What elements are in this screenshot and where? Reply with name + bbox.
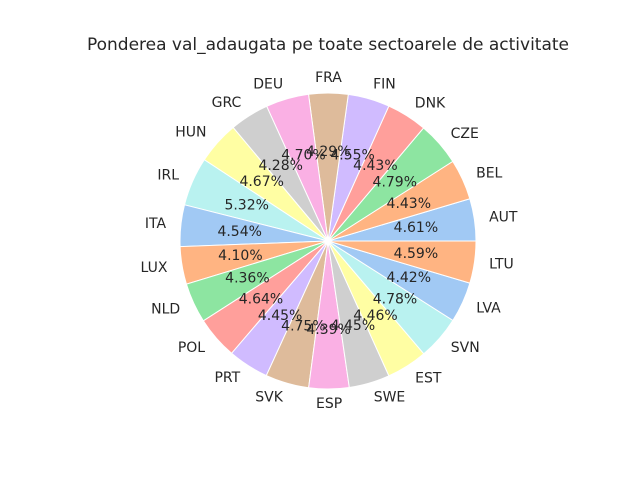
category-label-swe: SWE	[374, 389, 406, 405]
percent-label-fin: 4.55%	[330, 148, 374, 164]
percent-label-ltu: 4.59%	[394, 246, 438, 262]
category-label-lva: LVA	[476, 301, 501, 317]
category-label-dnk: DNK	[415, 95, 446, 111]
category-label-bel: BEL	[476, 165, 502, 181]
percent-label-est: 4.46%	[353, 308, 397, 324]
category-label-lux: LUX	[141, 260, 168, 276]
percent-label-pol: 4.64%	[239, 291, 283, 307]
category-label-svn: SVN	[451, 340, 480, 356]
category-label-svk: SVK	[255, 389, 283, 405]
category-label-esp: ESP	[316, 396, 342, 412]
percent-label-dnk: 4.43%	[353, 158, 397, 174]
category-label-deu: DEU	[253, 77, 283, 93]
percent-label-fra: 4.29%	[306, 144, 350, 160]
percent-label-svn: 4.78%	[373, 291, 417, 307]
category-labels: AUT BEL CZE DNK FIN FRA DEU GRC HUN IRL ITA LUX NLD P…	[141, 70, 518, 412]
pie-slices	[179, 92, 477, 390]
percent-labels: 4.61%4.43%4.79%4.43%4.55%4.29%4.70%4.28%…	[217, 144, 438, 338]
percent-label-svk: 4.75%	[281, 318, 325, 334]
category-label-fin: FIN	[373, 77, 396, 93]
category-label-aut: AUT	[489, 210, 518, 226]
category-label-prt: PRT	[214, 370, 240, 386]
category-label-est: EST	[415, 371, 442, 387]
category-label-ita: ITA	[145, 216, 167, 232]
percent-label-irl: 5.32%	[224, 197, 268, 213]
percent-label-lux: 4.10%	[218, 248, 262, 264]
percent-label-nld: 4.36%	[225, 270, 269, 286]
percent-label-ita: 4.54%	[217, 224, 261, 240]
chart-title: Ponderea val_adaugata pe toate sectoarel…	[87, 35, 569, 55]
category-label-grc: GRC	[212, 95, 242, 111]
percent-label-deu: 4.70%	[281, 148, 325, 164]
pie-slice-ltu	[327, 240, 477, 284]
percent-label-aut: 4.61%	[394, 220, 438, 236]
category-label-irl: IRL	[157, 168, 179, 184]
percent-label-hun: 4.67%	[239, 174, 283, 190]
percent-label-esp: 4.39%	[306, 322, 350, 338]
category-label-pol: POL	[178, 340, 205, 356]
percent-label-lva: 4.42%	[387, 270, 431, 286]
percent-label-prt: 4.45%	[258, 308, 302, 324]
percent-label-bel: 4.43%	[387, 196, 431, 212]
category-label-cze: CZE	[451, 126, 479, 142]
category-label-hun: HUN	[175, 125, 206, 141]
category-label-nld: NLD	[151, 301, 180, 317]
category-label-fra: FRA	[315, 70, 342, 86]
percent-label-cze: 4.79%	[373, 175, 417, 191]
category-label-ltu: LTU	[489, 256, 514, 272]
percent-label-grc: 4.28%	[258, 158, 302, 174]
percent-label-swe: 4.45%	[331, 318, 375, 334]
